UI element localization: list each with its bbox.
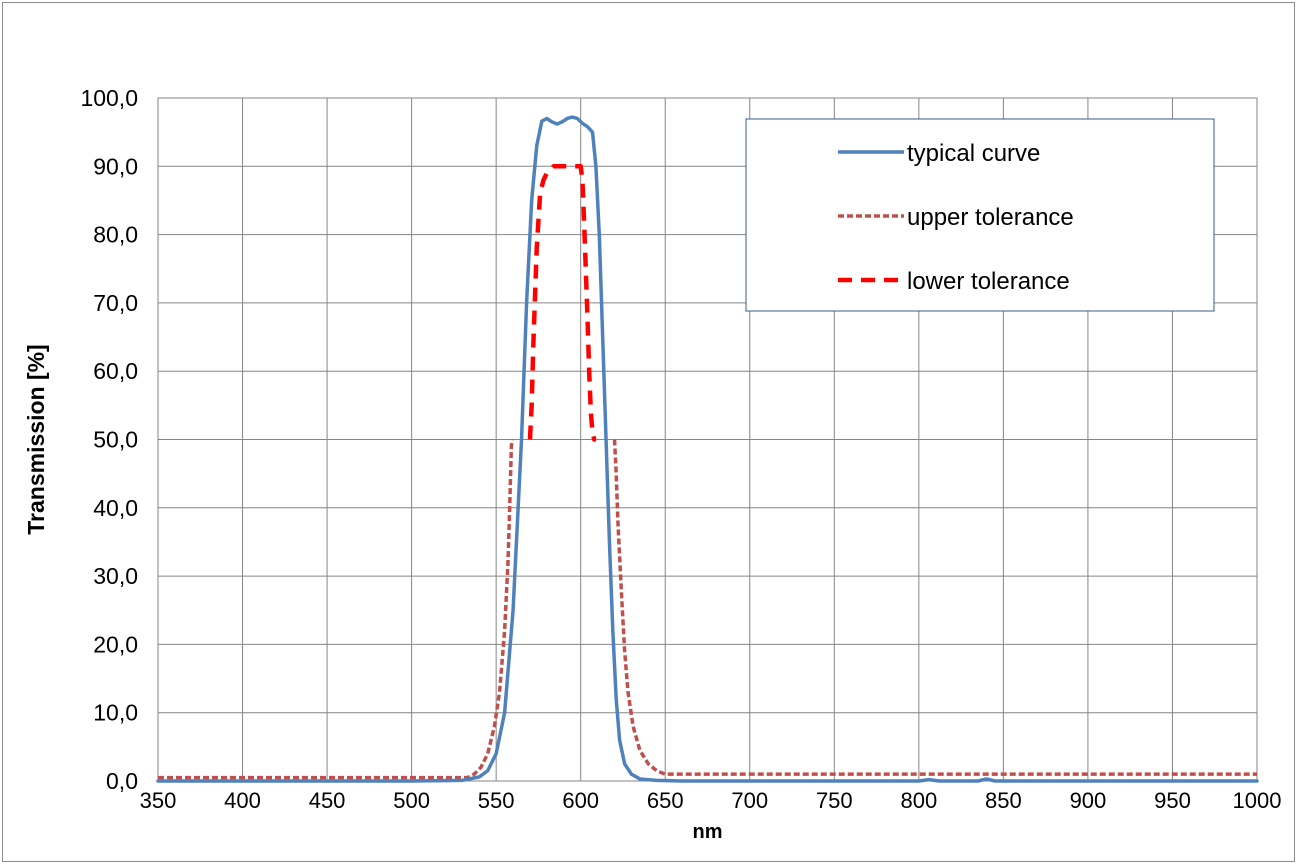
x-axis-title: nm: [693, 821, 723, 843]
series-line-typical-curve: [156, 115, 1259, 783]
y-tick-label: 50,0: [93, 427, 138, 453]
x-tick-label: 800: [900, 788, 937, 813]
x-tick-label: 500: [393, 788, 430, 813]
x-axis-tick-labels: 350 400 450 500 550 600 650 700 750 800 850 900 950 1…: [140, 788, 1282, 813]
series-line-lower-tolerance: [527, 164, 597, 442]
x-tick-label: 900: [1070, 788, 1107, 813]
y-tick-label: 30,0: [93, 563, 138, 589]
x-tick-label: 600: [562, 788, 599, 813]
series-line-upper-tolerance: [158, 439, 1257, 780]
legend-label-typical-curve: typical curve: [907, 140, 1040, 167]
series-lines: [156, 115, 1259, 783]
legend-box: [745, 118, 1215, 312]
y-tick-label: 60,0: [93, 358, 138, 384]
legend-label-lower-tolerance: lower tolerance: [907, 268, 1070, 295]
y-tick-label: 10,0: [93, 700, 138, 726]
x-tick-label: 750: [816, 788, 853, 813]
x-tick-label: 1000: [1233, 788, 1282, 813]
x-tick-label: 650: [647, 788, 684, 813]
x-tick-label: 400: [224, 788, 261, 813]
y-tick-label: 40,0: [93, 495, 138, 521]
y-tick-label: 90,0: [93, 153, 138, 179]
x-tick-label: 850: [985, 788, 1022, 813]
y-tick-label: 100,0: [80, 85, 138, 111]
y-axis-title: Transmission [%]: [23, 344, 49, 534]
x-tick-label: 350: [140, 788, 177, 813]
x-tick-label: 950: [1154, 788, 1191, 813]
y-tick-label: 80,0: [93, 222, 138, 248]
x-tick-label: 550: [478, 788, 515, 813]
y-axis-tick-labels: 0,0 10,0 20,0 30,0 40,0 50,0 60,0 70,0 80,0 90,0 1…: [80, 85, 138, 794]
y-tick-label: 0,0: [106, 768, 138, 794]
legend: typical curve upper tolerance lower tole…: [745, 118, 1215, 312]
legend-label-upper-tolerance: upper tolerance: [907, 204, 1074, 231]
x-tick-label: 450: [309, 788, 346, 813]
y-tick-label: 70,0: [93, 290, 138, 316]
x-tick-label: 700: [731, 788, 768, 813]
y-tick-label: 20,0: [93, 631, 138, 657]
